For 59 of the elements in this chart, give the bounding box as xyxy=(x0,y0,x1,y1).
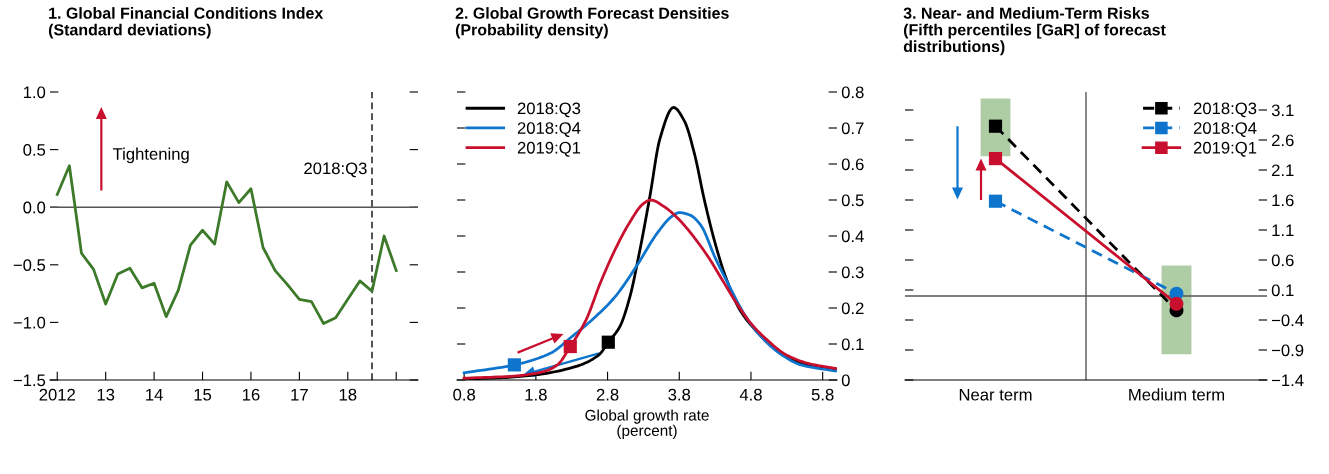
y-tick-label: 0.5 xyxy=(23,144,46,156)
y-tick-label: 1.0 xyxy=(23,86,46,99)
x-tick-label: 1.8 xyxy=(525,388,547,401)
chart-title: 2. Global Growth Forecast Densities xyxy=(455,7,729,19)
y-tick-label: 1.1 xyxy=(1272,224,1294,237)
y-tick-label: 0.6 xyxy=(841,158,864,171)
y-tick-label: 0 xyxy=(841,374,850,387)
y-tick-label: 0.0 xyxy=(23,201,46,214)
x-tick-label: 2012 xyxy=(39,388,75,401)
y-tick-label: 0.8 xyxy=(841,86,864,99)
x-axis-title: Global growth rate (percent) xyxy=(585,409,709,440)
y-tick-label: 0.4 xyxy=(841,230,864,243)
x-tick-label: 5.8 xyxy=(811,388,834,401)
x-tick-label: 17 xyxy=(291,388,308,401)
y-tick-label: 0.6 xyxy=(1271,254,1294,267)
legend-label: 2019:Q1 xyxy=(1193,141,1257,157)
point xyxy=(563,339,577,354)
legend-label: 2018:Q4 xyxy=(1193,122,1257,137)
chart-title: 1. Global Financial Conditions Index xyxy=(49,7,324,19)
chart-subtitle: (Fifth percentiles [GaR] of forecast distributions) xyxy=(903,23,1166,56)
x-tick-label: 16 xyxy=(242,388,260,401)
y-tick-label: −0.9 xyxy=(1271,344,1304,357)
point xyxy=(601,335,615,349)
x-tick-label: 2.8 xyxy=(596,388,619,401)
y-tick-label: 0.3 xyxy=(841,266,864,279)
y-tick-label: 0.1 xyxy=(841,338,864,351)
y-tick-label: 3.1 xyxy=(1271,104,1294,117)
x-tick-label: 4.8 xyxy=(739,388,762,401)
legend-label: 2018:Q3 xyxy=(517,102,581,118)
y-tick-label: 2.1 xyxy=(1272,164,1294,177)
chart-subtitle: (Probability density) xyxy=(455,23,608,39)
y-tick-label: −0.5 xyxy=(13,259,46,271)
y-tick-label: −1.5 xyxy=(13,374,46,387)
y-tick-label: 0.2 xyxy=(841,302,864,315)
y-tick-label: 1.6 xyxy=(1272,194,1294,207)
chart-subtitle: (Standard deviations) xyxy=(48,23,211,39)
x-tick-label: 13 xyxy=(97,388,115,401)
x-tick-label: 0.8 xyxy=(453,388,476,401)
x-tick-label: 14 xyxy=(146,388,163,401)
x-tick-label: Medium term xyxy=(1129,388,1225,401)
legend-label: 2018:Q3 xyxy=(1193,102,1257,118)
y-tick-label: 2.6 xyxy=(1272,134,1294,147)
y-tick-label: −1.4 xyxy=(1271,374,1304,387)
line-series xyxy=(55,164,398,325)
legend-label: 2019:Q1 xyxy=(517,141,581,157)
y-tick-label: −0.4 xyxy=(1271,314,1304,327)
ref-line-label: 2018:Q3 xyxy=(304,162,367,178)
x-tick-label: Near term xyxy=(959,388,1032,401)
chart-title: 3. Near- and Medium-Term Risks xyxy=(903,7,1149,19)
x-tick-label: 15 xyxy=(194,388,212,401)
legend-label: 2018:Q4 xyxy=(517,122,581,137)
annotation: Tightening xyxy=(112,147,189,164)
point xyxy=(507,358,521,372)
y-tick-label: −1.0 xyxy=(13,316,46,329)
y-tick-label: 0.1 xyxy=(1271,284,1294,297)
x-tick-label: 18 xyxy=(339,388,357,401)
y-tick-label: 0.7 xyxy=(841,122,864,135)
y-tick-label: 0.5 xyxy=(841,194,864,207)
x-tick-label: 3.8 xyxy=(668,388,691,401)
